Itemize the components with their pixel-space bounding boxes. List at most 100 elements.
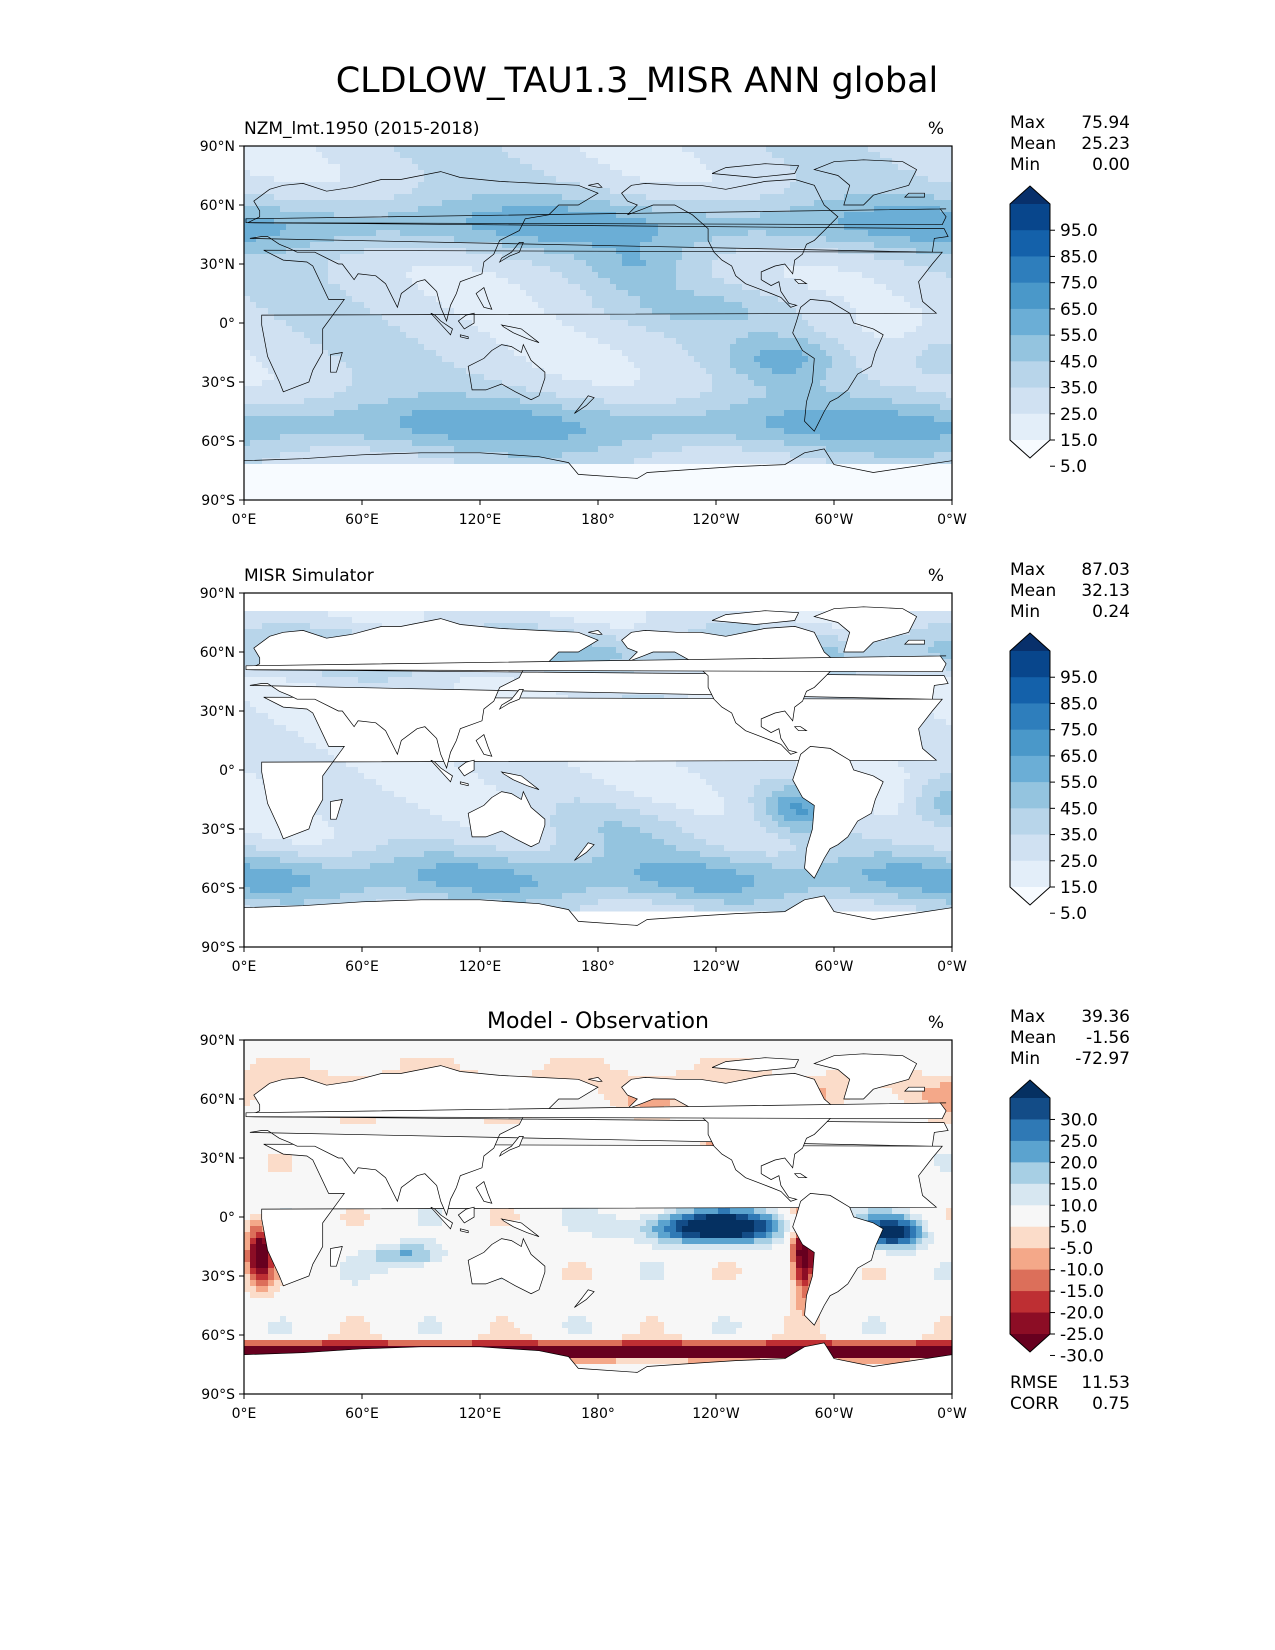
land-17 (793, 279, 808, 285)
land-11 (459, 781, 469, 787)
coastlines (244, 1053, 952, 1394)
land-19 (711, 610, 800, 625)
colorbar-band (1010, 361, 1050, 389)
colorbar-label: 15.0 (1060, 1175, 1098, 1195)
map-panel-diff: 90°N 60°N 30°N 0° 30°S 60°S 90°S 0°E 60°E 120°E 18… (200, 1007, 1130, 1422)
colorbar-label: 85.0 (1060, 694, 1098, 714)
colorbar-label: 35.0 (1060, 826, 1098, 846)
colorbar-band (1010, 308, 1050, 336)
lat-tick-label: 90°S (201, 493, 235, 509)
land-13 (500, 1218, 540, 1238)
stat-value-mean: 32.13 (1081, 581, 1130, 601)
lon-tick-label: 0°E (232, 959, 257, 975)
lat-tick-label: 30°N (200, 257, 235, 273)
land-19 (711, 163, 800, 178)
land-4 (813, 606, 918, 653)
land-17 (793, 726, 808, 732)
stat-value-min: 0.00 (1092, 155, 1130, 175)
map-area-test (244, 146, 952, 500)
lat-tick-label: 60°N (200, 198, 235, 214)
land-12 (457, 759, 475, 777)
lat-tick-label: 0° (219, 316, 235, 332)
colorbar-band (1010, 413, 1050, 441)
lat-tick-label: 30°N (200, 704, 235, 720)
lon-tick-label: 0°W (937, 959, 967, 975)
land-18 (588, 1077, 603, 1082)
land-18 (588, 183, 603, 188)
coastlines (244, 159, 952, 500)
lon-tick-label: 0°E (232, 512, 257, 528)
lon-tick-label: 60°E (345, 512, 379, 528)
land-13 (500, 324, 540, 344)
lon-tick-label: 60°W (815, 512, 854, 528)
land-9 (498, 689, 524, 710)
land-8 (903, 639, 925, 645)
land-0 (261, 249, 943, 393)
colorbar-band (1010, 808, 1050, 836)
land-7 (245, 208, 947, 226)
land-2 (792, 746, 884, 879)
stat-label-min: Min (1010, 602, 1040, 622)
land-15 (330, 799, 343, 820)
lat-tick-label: 60°S (201, 881, 235, 897)
lat-tick-label: 30°S (201, 375, 235, 391)
map-area-ref (244, 593, 952, 947)
colorbar-extend-top (1010, 1080, 1050, 1098)
land-17 (793, 1173, 808, 1179)
lat-tick-label: 90°N (200, 586, 235, 602)
lat-tick-label: 0° (219, 763, 235, 779)
colorbar-label: 15.0 (1060, 431, 1098, 451)
colorbar-band (1010, 677, 1050, 704)
lon-tick-label: 180° (581, 959, 615, 975)
colorbar-band (1010, 256, 1050, 284)
stat-label-max: Max (1010, 560, 1045, 580)
colorbar-band (1010, 204, 1050, 231)
land-6 (244, 448, 952, 500)
lon-tick-label: 0°E (232, 1406, 257, 1422)
colorbar-label: -5.0 (1060, 1239, 1093, 1259)
colorbar-label: 20.0 (1060, 1153, 1098, 1173)
colorbar-label: 85.0 (1060, 247, 1098, 267)
land-15 (330, 352, 343, 373)
stat-label-max: Max (1010, 1007, 1045, 1027)
lon-tick-label: 120°W (692, 959, 740, 975)
stat-value-rmse: 11.53 (1081, 1373, 1130, 1393)
colorbar-label: 25.0 (1060, 405, 1098, 425)
colorbar-band (1010, 729, 1050, 757)
stat-value-mean: 25.23 (1081, 134, 1130, 154)
land-4 (813, 159, 918, 206)
land-6 (244, 1342, 952, 1394)
land-12 (457, 1206, 475, 1224)
panel-title: NZM_lmt.1950 (2015-2018) (244, 119, 479, 139)
land-11 (459, 1228, 469, 1234)
colorbar-label: 65.0 (1060, 300, 1098, 320)
colorbar-label: 55.0 (1060, 326, 1098, 346)
colorbar-extend-bottom (1010, 440, 1050, 458)
land-5 (467, 1237, 546, 1295)
lat-tick-label: 90°S (201, 940, 235, 956)
colorbar-band (1010, 1269, 1050, 1292)
colorbar-band (1010, 782, 1050, 809)
lon-tick-label: 60°E (345, 959, 379, 975)
colorbar-label: 75.0 (1060, 274, 1098, 294)
colorbar-test: 95.0 85.0 75.0 65.0 55.0 45.0 35.0 25.0 15.0 5.0 (1009, 185, 1098, 477)
stat-label-min: Min (1010, 1049, 1040, 1069)
land-14 (475, 734, 493, 757)
lon-tick-label: 0°W (937, 512, 967, 528)
colorbar-label: -10.0 (1060, 1261, 1104, 1281)
panel-title: MISR Simulator (244, 566, 374, 586)
land-4 (813, 1053, 918, 1100)
colorbar-band (1010, 860, 1050, 888)
colorbar-label: 55.0 (1060, 773, 1098, 793)
colorbar-label: 95.0 (1060, 668, 1098, 688)
land-18 (588, 630, 603, 635)
land-10 (430, 1206, 453, 1230)
lat-tick-label: 60°S (201, 1328, 235, 1344)
lat-tick-label: 60°S (201, 434, 235, 450)
land-9 (498, 1136, 524, 1157)
land-3 (621, 179, 839, 308)
figure-title: CLDLOW_TAU1.3_MISR ANN global (336, 61, 939, 101)
land-15 (330, 1246, 343, 1267)
lon-tick-label: 180° (581, 512, 615, 528)
land-10 (430, 759, 453, 783)
